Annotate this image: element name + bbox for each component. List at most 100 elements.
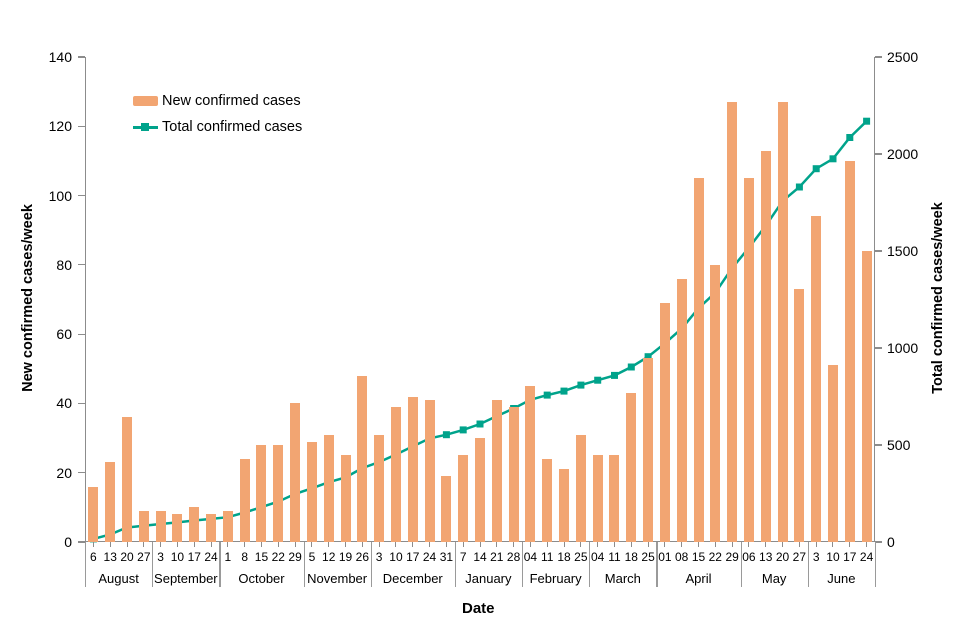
x-week-tickmark — [866, 542, 868, 547]
x-month-label: September — [154, 571, 218, 586]
y-right-tick-label: 0 — [887, 534, 895, 550]
x-month-label: October — [238, 571, 285, 586]
x-day-label: 19 — [338, 550, 353, 564]
y-right-tick-label: 2500 — [887, 49, 919, 65]
left-axis-title: New confirmed cases/week — [20, 204, 36, 392]
x-day-label: 7 — [459, 550, 467, 564]
x-day-label: 10 — [826, 550, 840, 564]
line-series-swatch-icon — [133, 122, 158, 132]
bar-week-44 — [811, 216, 822, 542]
bar-week-15 — [323, 434, 334, 542]
y-right-tick-label: 1500 — [887, 243, 919, 259]
y-left-tick-label: 140 — [48, 49, 72, 65]
x-day-label: 22 — [708, 550, 722, 564]
x-week-tickmark — [176, 542, 178, 547]
x-week-tickmark — [328, 542, 330, 547]
x-week-tickmark — [479, 542, 481, 547]
bar-week-10 — [239, 458, 250, 542]
bar-week-12 — [273, 445, 284, 542]
y-left-tick-label: 0 — [64, 534, 72, 550]
x-day-label: 15 — [691, 550, 706, 564]
x-week-tickmark — [92, 542, 94, 547]
y-left-tick-label: 120 — [48, 118, 72, 135]
legend-item-new-cases: New confirmed cases — [133, 88, 302, 114]
x-day-label: 14 — [473, 550, 487, 564]
bar-week-29 — [559, 469, 570, 542]
x-week-tickmark — [210, 542, 212, 547]
bar-week-6 — [172, 514, 183, 542]
y-left-tickmark — [78, 472, 85, 474]
bar-week-39 — [727, 102, 738, 542]
x-month-label: August — [98, 571, 139, 586]
bar-week-22 — [441, 476, 452, 542]
x-week-tickmark — [462, 542, 464, 547]
month-separator — [85, 542, 87, 587]
x-week-tickmark — [445, 542, 447, 547]
x-week-tickmark — [698, 542, 699, 547]
bar-week-30 — [575, 434, 586, 542]
bar-week-14 — [306, 441, 317, 542]
x-day-label: 6 — [90, 550, 97, 564]
bar-week-5 — [155, 510, 166, 542]
bar-week-40 — [743, 178, 754, 542]
bar-week-20 — [407, 396, 418, 542]
x-week-tickmark — [849, 542, 851, 547]
x-week-tickmark — [395, 542, 397, 547]
month-separator — [807, 542, 809, 587]
legend-label-new-cases: New confirmed cases — [162, 93, 301, 109]
x-day-label: 01 — [658, 550, 672, 564]
x-week-tickmark — [513, 542, 515, 547]
bar-week-8 — [206, 514, 217, 542]
x-day-label: 18 — [557, 550, 571, 564]
x-day-label: 25 — [641, 550, 655, 564]
x-month-label: December — [382, 571, 443, 586]
x-day-label: 13 — [103, 550, 117, 564]
bar-week-26 — [508, 406, 519, 542]
bar-week-36 — [676, 278, 687, 542]
y-left-tick-label: 40 — [56, 395, 72, 412]
y-right-tickmark — [875, 541, 882, 543]
line-swatch-marker-icon — [141, 123, 149, 131]
x-week-tickmark — [429, 542, 431, 547]
y-left-tick-label: 80 — [56, 256, 72, 273]
x-day-label: 24 — [204, 550, 218, 564]
y-right-tickmark — [875, 347, 882, 349]
bar-week-18 — [374, 434, 385, 542]
x-week-tickmark — [597, 542, 599, 547]
legend-label-total-cases: Total confirmed cases — [162, 119, 303, 135]
x-axis-title: Date — [462, 600, 495, 617]
x-week-tickmark — [109, 542, 111, 547]
x-week-tickmark — [664, 542, 666, 547]
y-right-tickmark — [875, 444, 882, 446]
x-week-tickmark — [613, 542, 615, 547]
month-separator — [454, 542, 456, 587]
x-week-tickmark — [798, 542, 800, 547]
bar-week-41 — [760, 150, 771, 542]
x-week-tickmark — [126, 542, 128, 547]
x-month-label: April — [685, 571, 712, 586]
x-day-label: 29 — [288, 550, 302, 564]
bar-week-11 — [256, 445, 267, 542]
y-right-tickmark — [875, 56, 882, 58]
x-day-label: 04 — [523, 550, 538, 564]
bar-week-1 — [88, 486, 99, 542]
month-separator — [656, 542, 658, 587]
x-week-tickmark — [731, 542, 733, 547]
bar-series-swatch-icon — [133, 96, 158, 106]
x-day-label: 27 — [792, 550, 807, 564]
x-day-label: 17 — [843, 550, 857, 564]
x-week-tickmark — [294, 542, 296, 547]
y-left-tickmark — [78, 125, 85, 127]
x-day-label: 04 — [590, 550, 605, 564]
x-week-tickmark — [782, 542, 784, 547]
bar-week-13 — [290, 403, 301, 542]
month-separator — [740, 542, 742, 587]
x-week-tickmark — [496, 542, 498, 547]
y-left-tick-label: 20 — [56, 464, 72, 481]
x-day-label: 22 — [271, 550, 285, 564]
x-day-label: 5 — [308, 550, 316, 564]
bar-week-23 — [458, 455, 469, 542]
bar-week-7 — [189, 507, 200, 542]
x-month-label: March — [604, 571, 641, 586]
bar-week-28 — [542, 458, 553, 542]
